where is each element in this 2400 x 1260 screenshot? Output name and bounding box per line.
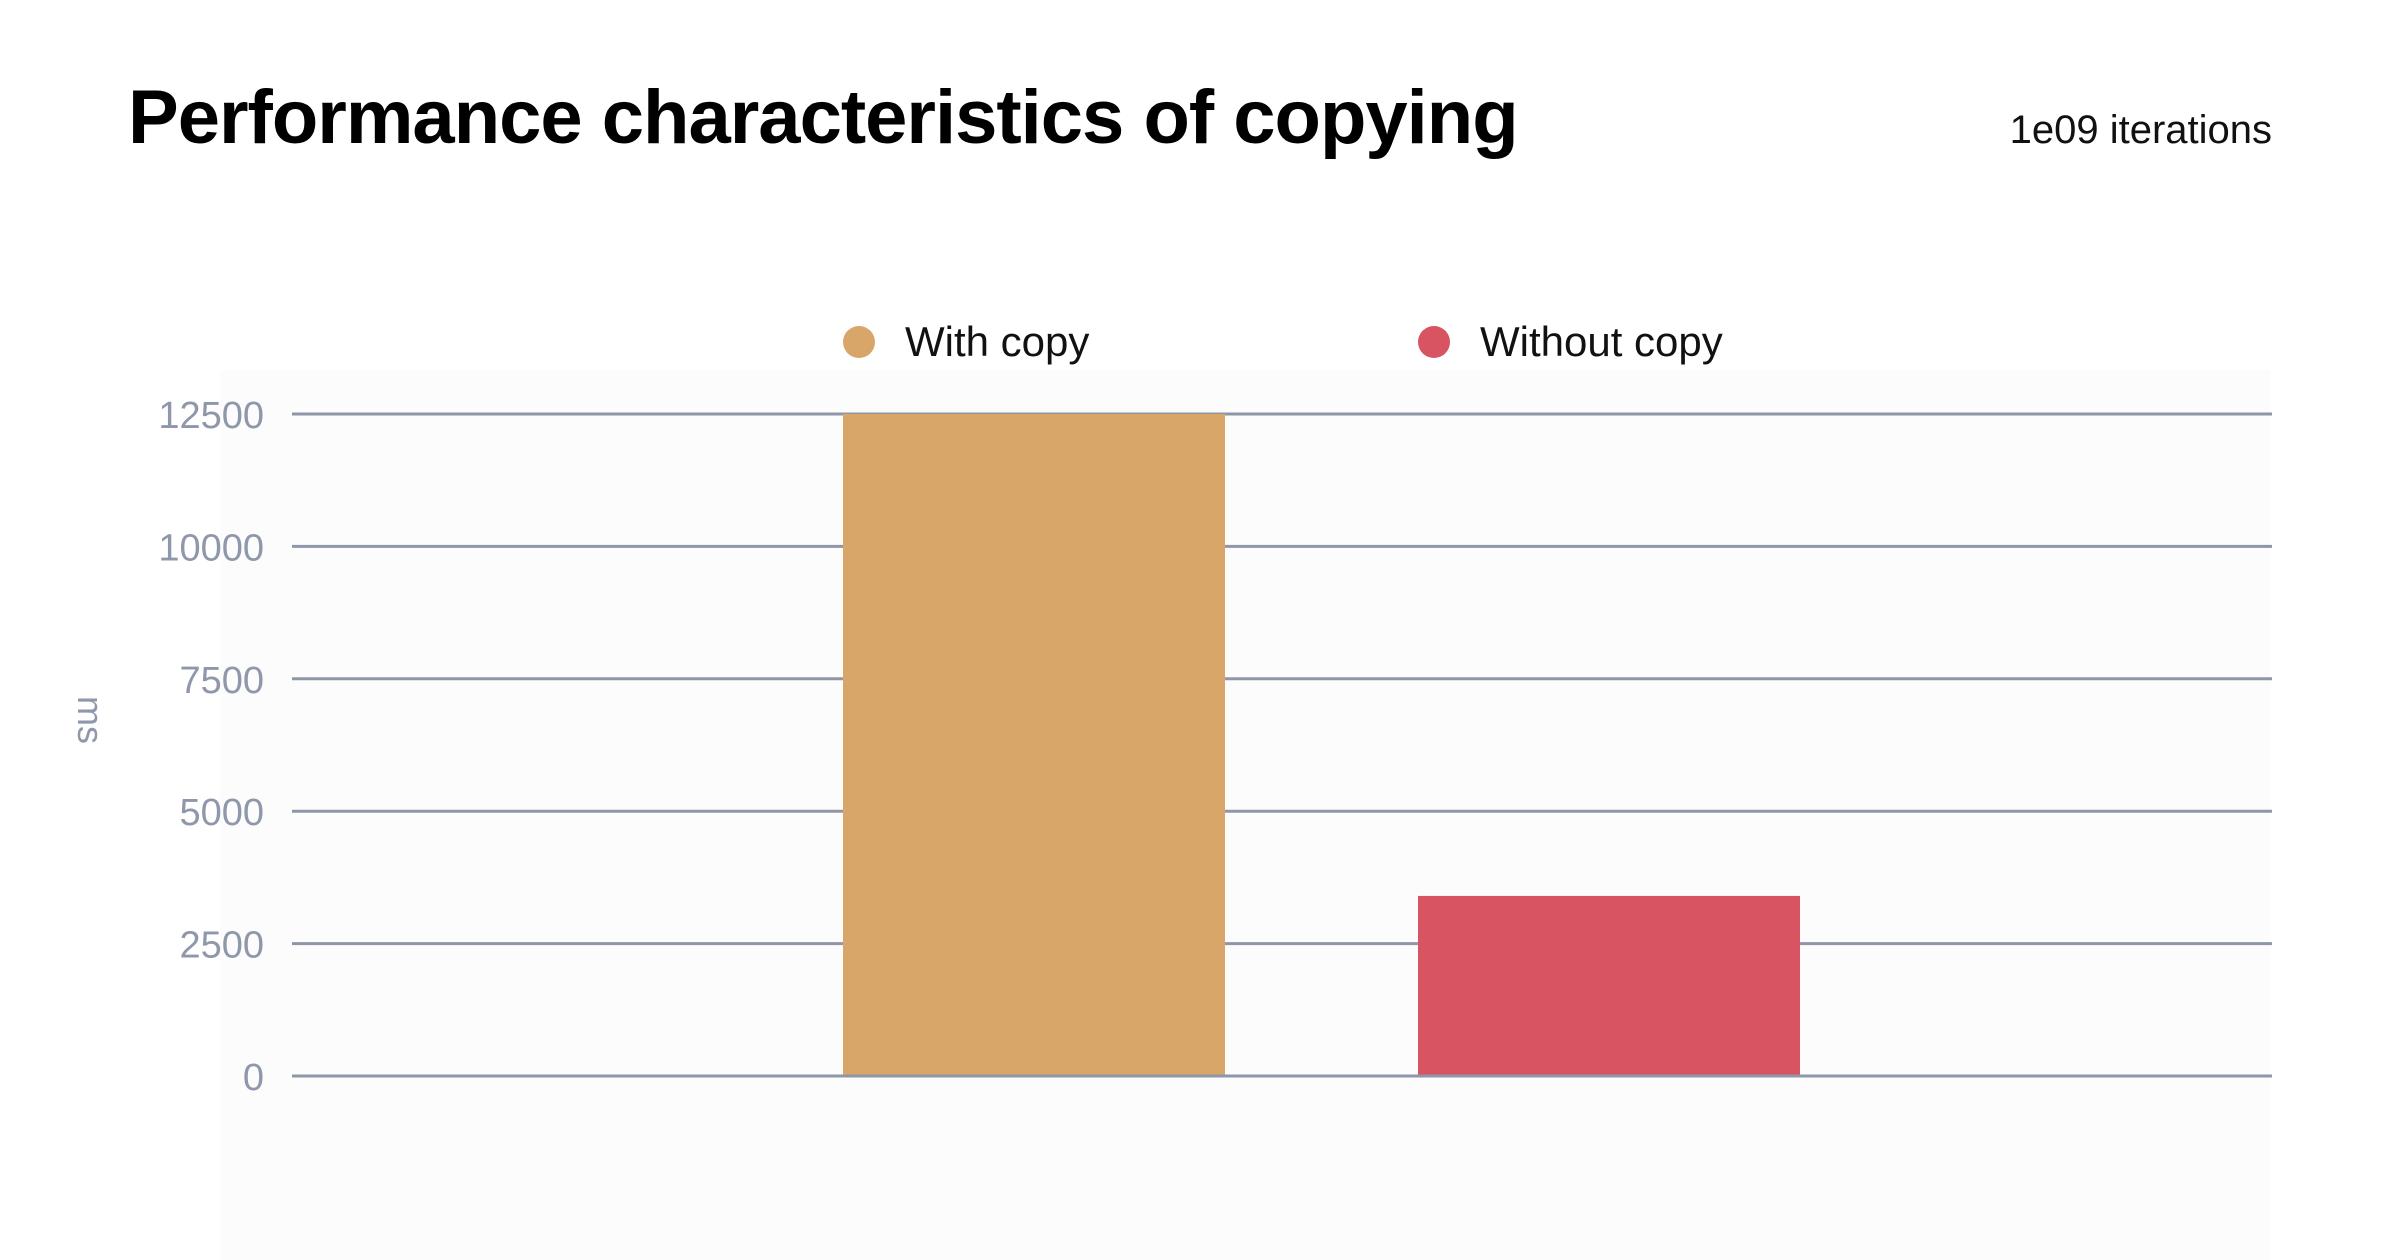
legend-label-without-copy: Without copy xyxy=(1480,318,1723,365)
y-tick-label-10000: 10000 xyxy=(158,527,264,569)
legend-item-with-copy: With copy xyxy=(843,318,1089,366)
chart-title: Performance characteristics of copying xyxy=(128,75,1519,160)
y-axis-label: ms xyxy=(70,696,111,744)
legend-item-without-copy: Without copy xyxy=(1418,318,1723,366)
y-tick-label-12500: 12500 xyxy=(158,395,264,437)
legend-dot-with-copy xyxy=(843,326,875,358)
bar-with-copy xyxy=(843,414,1225,1076)
bars xyxy=(292,414,2272,1078)
legend-label-with-copy: With copy xyxy=(905,318,1090,365)
iterations-label: 1e09 iterations xyxy=(2009,108,2272,152)
y-tick-label-7500: 7500 xyxy=(179,660,264,702)
y-tick-label-0: 0 xyxy=(243,1057,264,1099)
legend-dot-without-copy xyxy=(1418,326,1450,358)
y-tick-label-2500: 2500 xyxy=(179,925,264,967)
plot-background xyxy=(220,370,2270,1260)
bar-without-copy xyxy=(1418,895,1800,1076)
y-tick-label-5000: 5000 xyxy=(179,792,264,834)
gridlines xyxy=(292,412,2272,1078)
y-axis-ticks: 0 2500 5000 7500 10000 12500 xyxy=(158,395,264,1099)
